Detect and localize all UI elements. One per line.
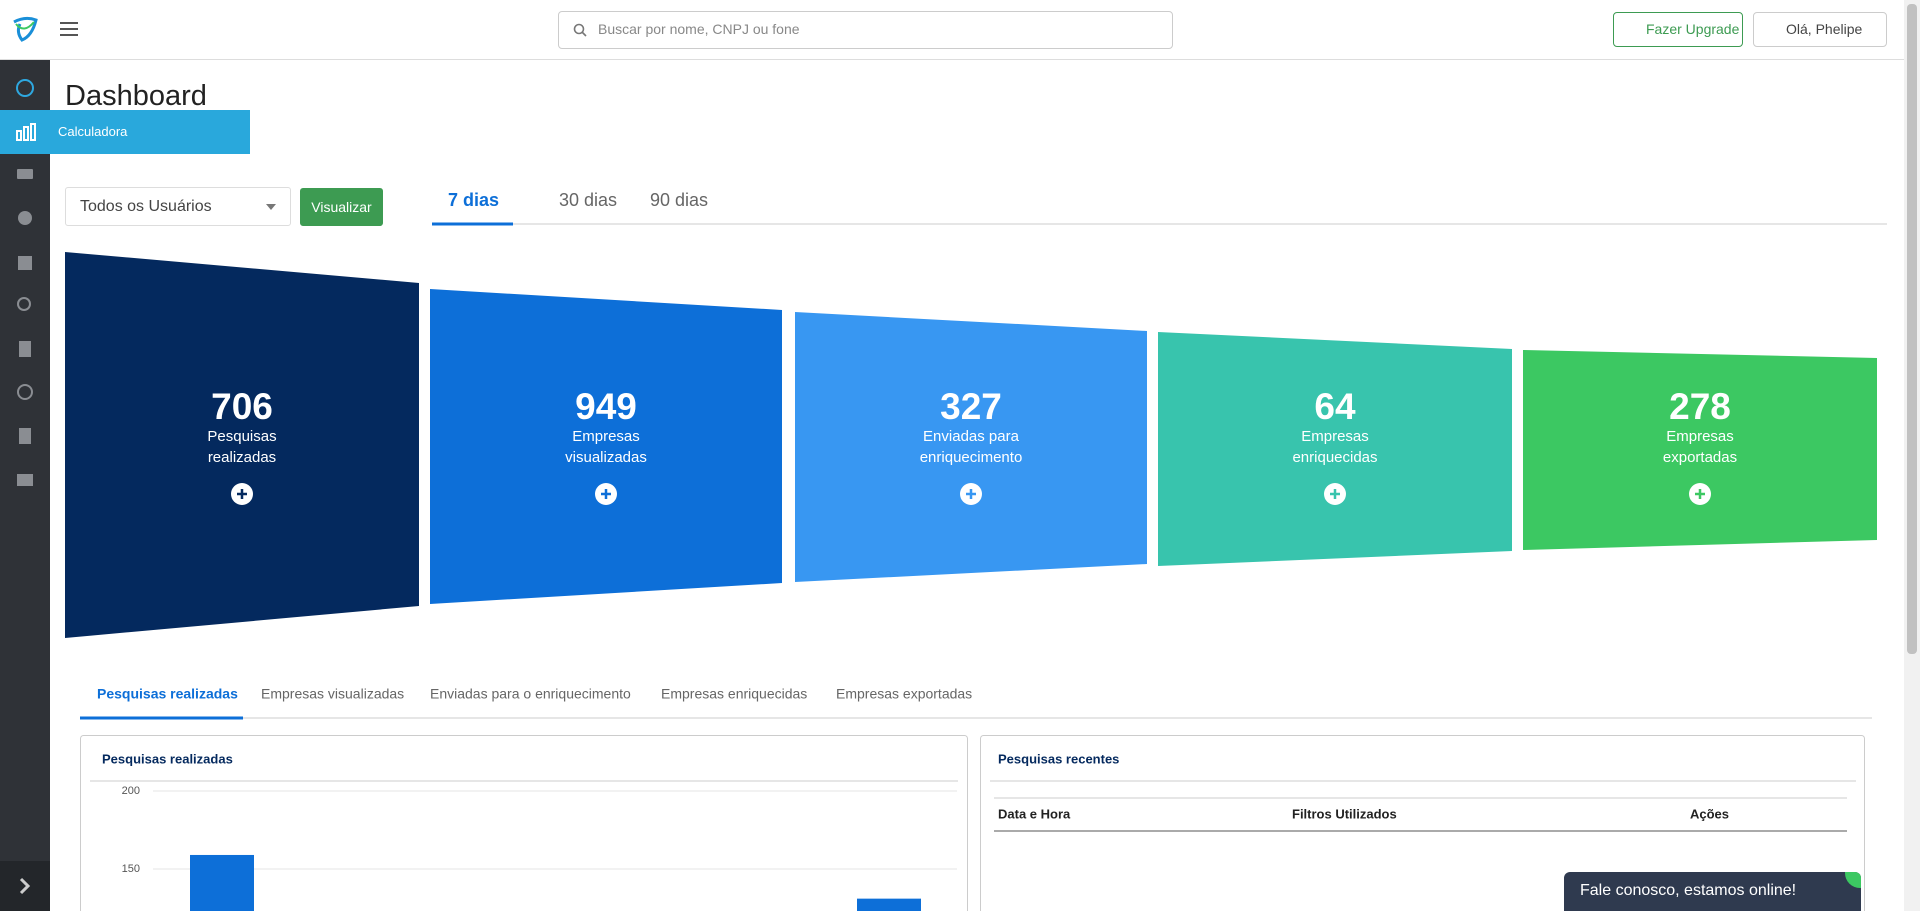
detail-tab: Pesquisas realizadas xyxy=(97,686,238,702)
funnel-label: Pesquisas xyxy=(207,428,276,445)
funnel-value: 278 xyxy=(1669,386,1731,427)
detail-tab: Empresas exportadas xyxy=(836,686,972,702)
funnel-label: Empresas xyxy=(1301,428,1369,445)
recent-panel xyxy=(980,735,1865,911)
plus-icon xyxy=(1330,489,1340,499)
table-header: Data e Hora xyxy=(998,806,1071,821)
plus-icon xyxy=(601,489,611,499)
funnel-label: visualizadas xyxy=(565,449,647,466)
plus-icon xyxy=(966,489,976,499)
funnel-value: 64 xyxy=(1314,386,1356,427)
funnel-value: 706 xyxy=(211,386,273,427)
plus-icon xyxy=(237,489,247,499)
bar xyxy=(857,898,921,911)
period-tab: 30 dias xyxy=(559,190,617,210)
funnel-label: realizadas xyxy=(208,449,276,466)
detail-tab: Empresas enriquecidas xyxy=(661,686,807,702)
funnel-label: enriquecimento xyxy=(920,449,1023,466)
page-title: Dashboard xyxy=(65,80,207,112)
bar xyxy=(190,854,254,911)
funnel-label: Empresas xyxy=(572,428,640,445)
select-label: Todos os Usuários xyxy=(80,198,212,215)
funnel-value: 327 xyxy=(940,386,1002,427)
detail-tab: Empresas visualizadas xyxy=(261,686,404,702)
funnel-label: Empresas xyxy=(1666,428,1734,445)
chat-label: Fale conosco, estamos online! xyxy=(1580,882,1797,899)
funnel-label: Enviadas para xyxy=(923,428,1020,445)
chart-panel xyxy=(80,735,968,911)
upgrade-label: Fazer Upgrade xyxy=(1646,21,1740,37)
chart-title: Pesquisas realizadas xyxy=(102,751,233,766)
sidebar xyxy=(0,60,50,911)
user-label: Olá, Phelipe xyxy=(1786,21,1863,37)
funnel-label: enriquecidas xyxy=(1292,449,1377,466)
upgrade-button[interactable]: Fazer Upgrade xyxy=(1613,12,1743,47)
sidebar-tooltip: Calculadora xyxy=(0,110,250,154)
sidebar-expand[interactable] xyxy=(0,861,50,911)
detail-tab: Enviadas para o enriquecimento xyxy=(430,686,631,702)
topbar: Buscar por nome, CNPJ ou fone Fazer Upgr… xyxy=(0,0,1920,60)
tooltip-label: Calculadora xyxy=(58,124,128,139)
search-icon xyxy=(573,23,587,37)
funnel-stage xyxy=(65,252,419,638)
plus-icon xyxy=(1695,489,1705,499)
funnel-stage xyxy=(430,289,782,604)
funnel-label: exportadas xyxy=(1663,449,1737,466)
recent-title: Pesquisas recentes xyxy=(998,751,1119,766)
funnel-value: 949 xyxy=(575,386,637,427)
table-header: Ações xyxy=(1690,806,1729,821)
chat-widget[interactable]: Fale conosco, estamos online! xyxy=(1564,872,1861,911)
menu-toggle[interactable] xyxy=(60,21,78,37)
period-tab: 90 dias xyxy=(650,190,708,210)
logo xyxy=(13,16,38,42)
period-tab: 7 dias xyxy=(448,190,499,210)
sidebar-icons xyxy=(16,79,34,486)
y-tick-label: 150 xyxy=(122,863,140,875)
funnel-stage xyxy=(795,312,1147,582)
visualize-button[interactable]: Visualizar xyxy=(300,188,383,226)
user-menu[interactable]: Olá, Phelipe xyxy=(1753,12,1887,47)
funnel-stage xyxy=(1523,350,1877,550)
search-placeholder: Buscar por nome, CNPJ ou fone xyxy=(598,21,800,37)
y-tick-label: 200 xyxy=(122,785,140,797)
user-select[interactable]: Todos os Usuários xyxy=(65,187,291,226)
scrollbar xyxy=(1904,0,1920,911)
funnel-stage xyxy=(1158,332,1512,566)
table-header: Filtros Utilizados xyxy=(1292,806,1397,821)
search-box[interactable]: Buscar por nome, CNPJ ou fone xyxy=(558,11,1173,49)
